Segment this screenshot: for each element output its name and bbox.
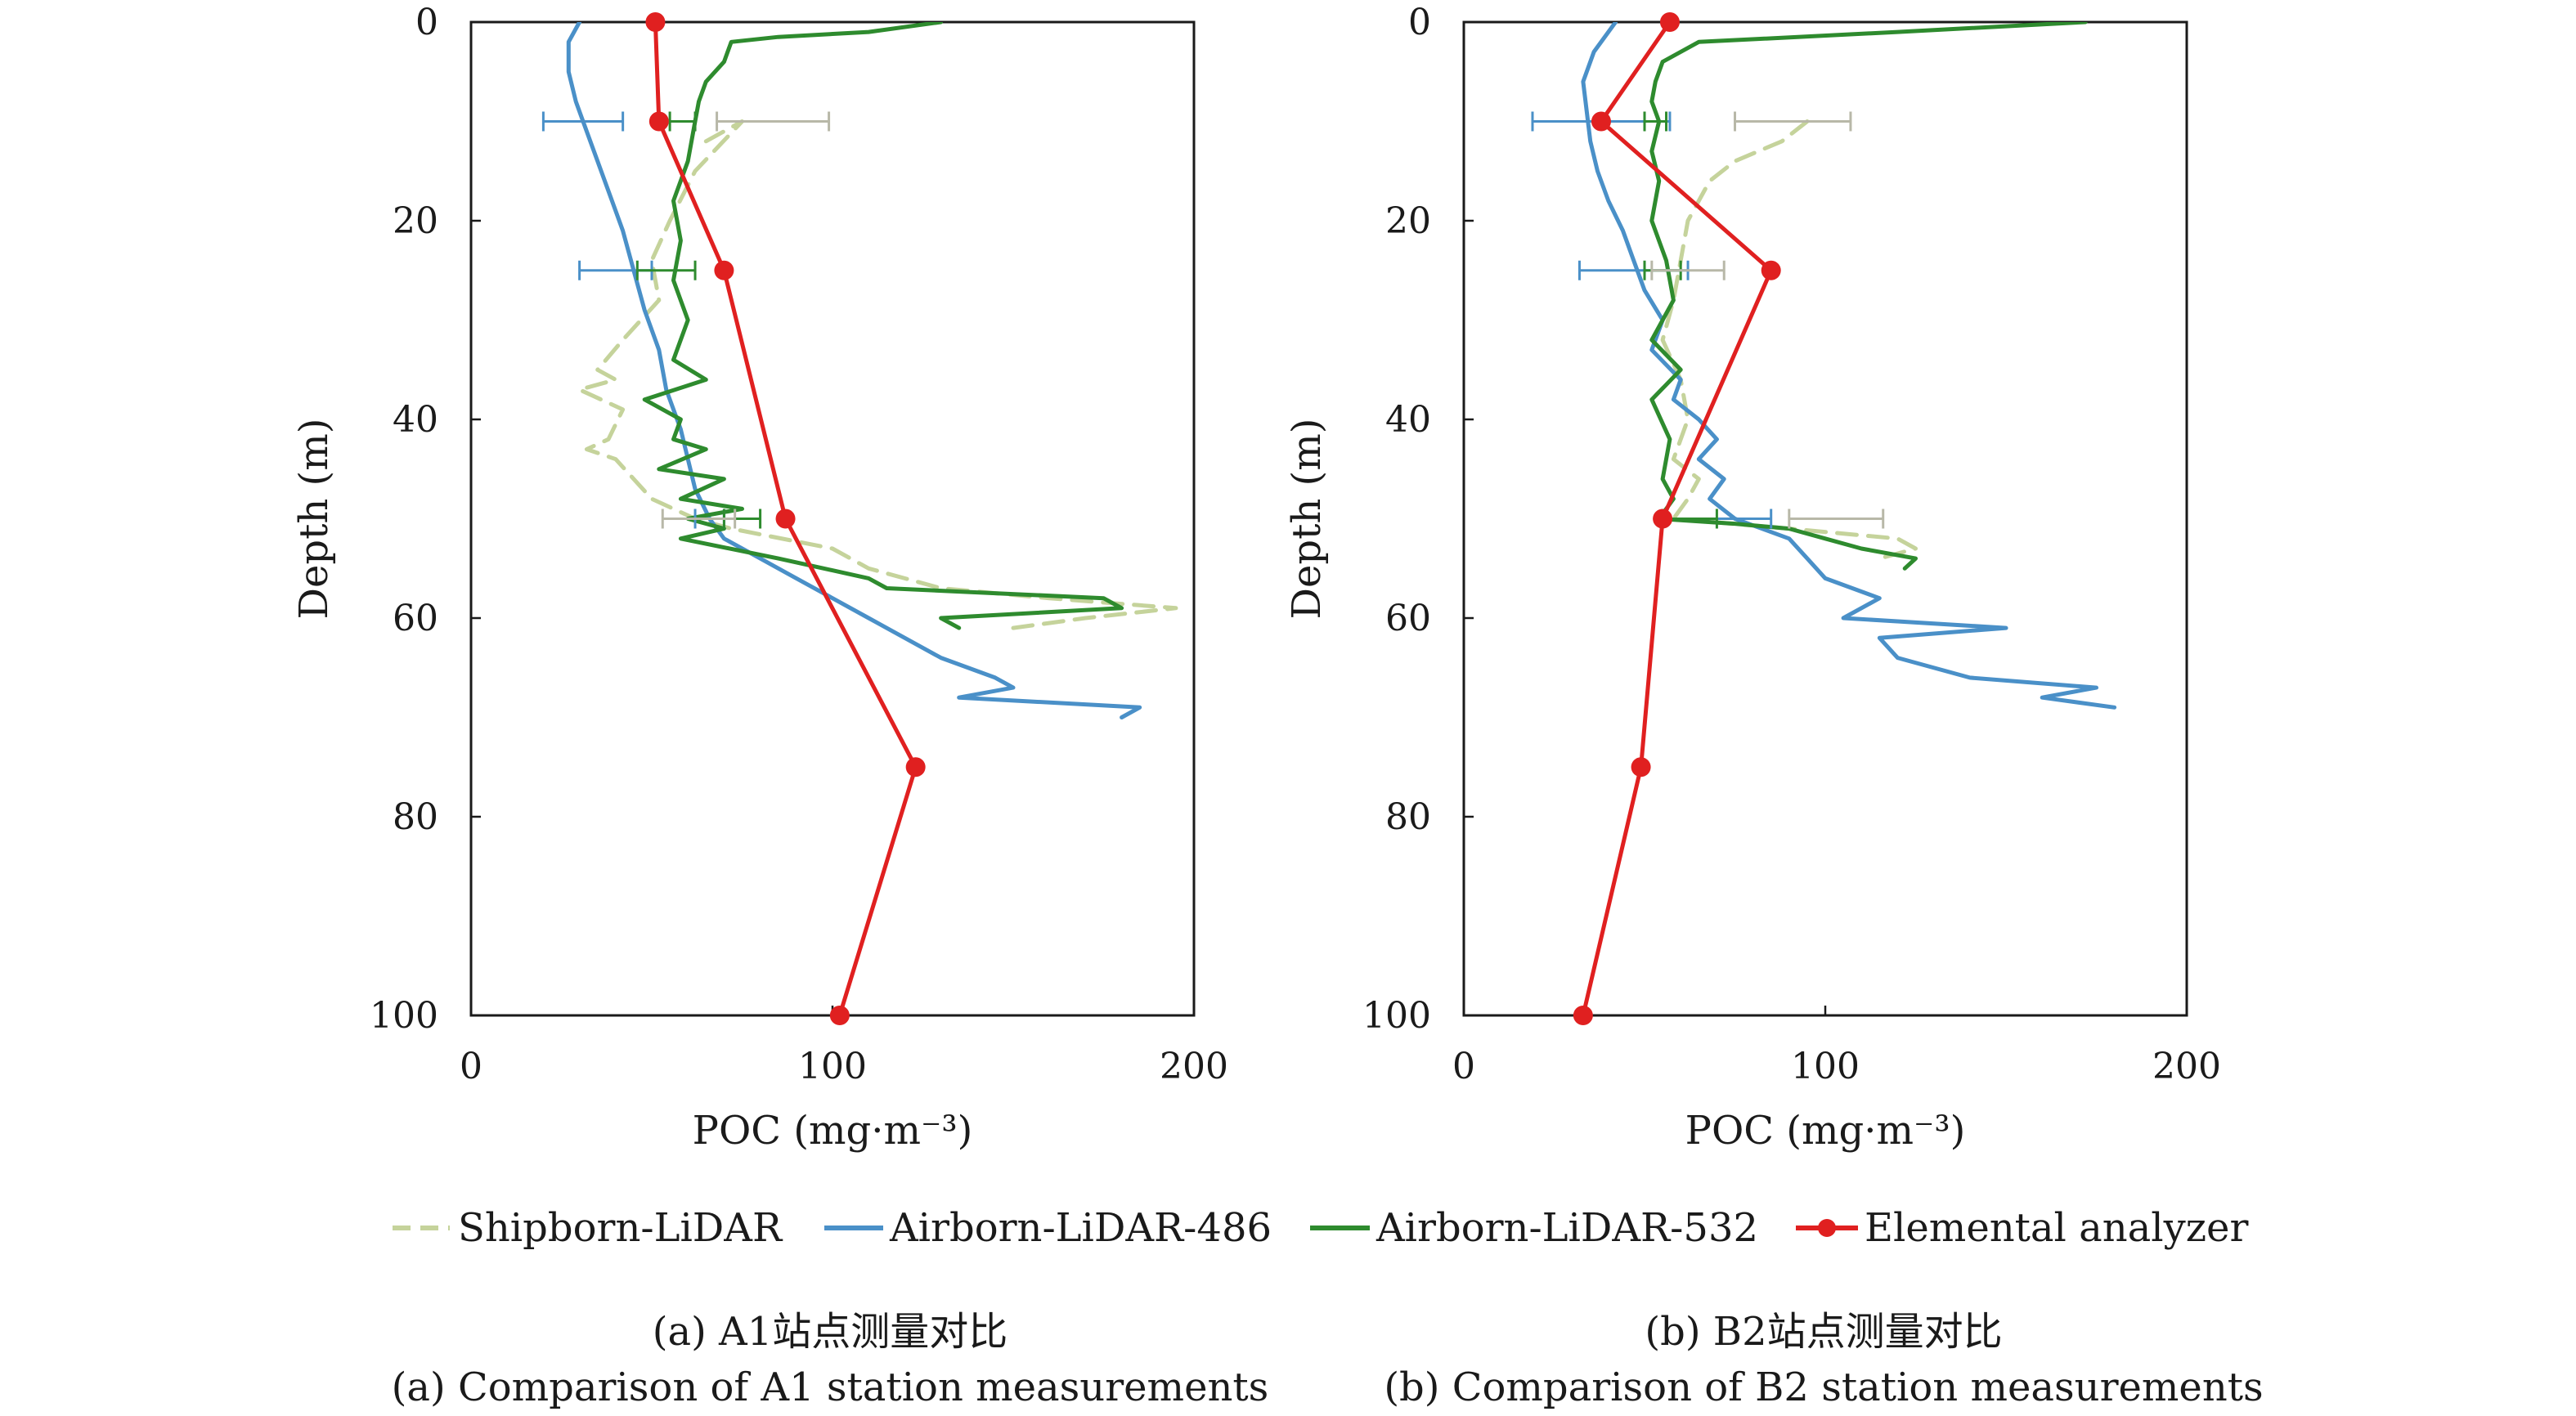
y-tick-label: 60: [1385, 598, 1431, 639]
y-axis-title: Depth (m): [1284, 418, 1330, 619]
x-tick-label: 100: [1791, 1046, 1860, 1087]
data-point-elemental: [1659, 12, 1680, 32]
error-bar: [541, 111, 625, 132]
series-line-airborne532: [1649, 22, 2088, 571]
y-tick-label: 40: [1385, 399, 1431, 441]
y-tick-label: 60: [393, 598, 438, 639]
x-tick-label: 100: [798, 1046, 867, 1087]
y-axis-title: Depth (m): [291, 418, 337, 619]
error-bar: [635, 260, 697, 280]
y-tick-label: 80: [1385, 796, 1431, 838]
series-line-airborne532: [642, 22, 1124, 630]
data-point-elemental: [905, 757, 926, 777]
y-tick-label: 0: [1408, 2, 1431, 43]
data-point-elemental: [1631, 757, 1651, 777]
panel-b: 0 20 40 60 80 100 0 100 200 POC (mg·m⁻³) Depth (m): [1284, 2, 2221, 1154]
plot-area: [566, 22, 1178, 1015]
series-line-airborne486: [1581, 22, 2117, 710]
error-bar: [661, 509, 737, 529]
y-tick-label: 20: [1385, 200, 1431, 242]
data-point-elemental: [1573, 1006, 1593, 1025]
legend: Shipborn-LiDAR Airborn-LiDAR-486 Airborn…: [393, 1205, 2248, 1251]
series-line-elemental: [1581, 22, 1774, 1015]
legend-label-airborne486: Airborn-LiDAR-486: [889, 1205, 1272, 1251]
x-tick-label: 200: [2152, 1046, 2221, 1087]
x-tick-label: 0: [460, 1046, 482, 1087]
error-bar: [1734, 111, 1852, 132]
y-tick-label: 40: [393, 399, 438, 441]
series-line-shipborn: [1660, 119, 1918, 561]
caption-b-en: (b) Comparison of B2 station measurement…: [1384, 1364, 2263, 1410]
data-point-elemental: [1591, 111, 1611, 132]
error-bar: [1650, 260, 1726, 280]
plot-area: [1581, 22, 2117, 1015]
x-axis-title: POC (mg·m⁻³): [1685, 1108, 1966, 1154]
error-bar: [1788, 509, 1885, 529]
series-line-shipborn: [577, 119, 1178, 630]
error-bar: [716, 111, 831, 132]
series-line-elemental: [653, 22, 918, 1015]
legend-label-shipborn: Shipborn-LiDAR: [458, 1205, 783, 1251]
panel-a: 0 20 40 60 80 100 0 100 200 POC (mg·m⁻³) Depth (m): [291, 2, 1228, 1154]
y-tick-label: 20: [393, 200, 438, 242]
data-point-elemental: [775, 509, 796, 529]
y-tick-label: 0: [415, 2, 438, 43]
legend-marker-elemental: [1818, 1219, 1836, 1237]
caption-a-cn: (a) A1站点测量对比: [653, 1309, 1008, 1355]
caption-b-cn: (b) B2站点测量对比: [1645, 1309, 2002, 1355]
data-point-elemental: [648, 111, 669, 132]
y-tick-label: 80: [393, 796, 438, 838]
legend-label-elemental: Elemental analyzer: [1865, 1205, 2248, 1251]
legend-label-airborne532: Airborn-LiDAR-532: [1376, 1205, 1758, 1251]
error-bar: [668, 111, 697, 132]
data-point-elemental: [829, 1006, 850, 1025]
plot-frame: [469, 20, 1196, 1017]
y-tick-label: 100: [370, 995, 438, 1037]
data-point-elemental: [1653, 509, 1673, 529]
error-bar: [1643, 111, 1668, 132]
y-tick-label: 100: [1362, 995, 1431, 1037]
caption-a-en: (a) Comparison of A1 station measurement…: [392, 1364, 1269, 1410]
data-point-elemental: [1761, 260, 1781, 280]
x-tick-label: 200: [1160, 1046, 1228, 1087]
x-tick-label: 0: [1452, 1046, 1475, 1087]
data-point-elemental: [645, 12, 666, 32]
data-point-elemental: [714, 260, 734, 280]
x-axis-title: POC (mg·m⁻³): [693, 1108, 973, 1154]
